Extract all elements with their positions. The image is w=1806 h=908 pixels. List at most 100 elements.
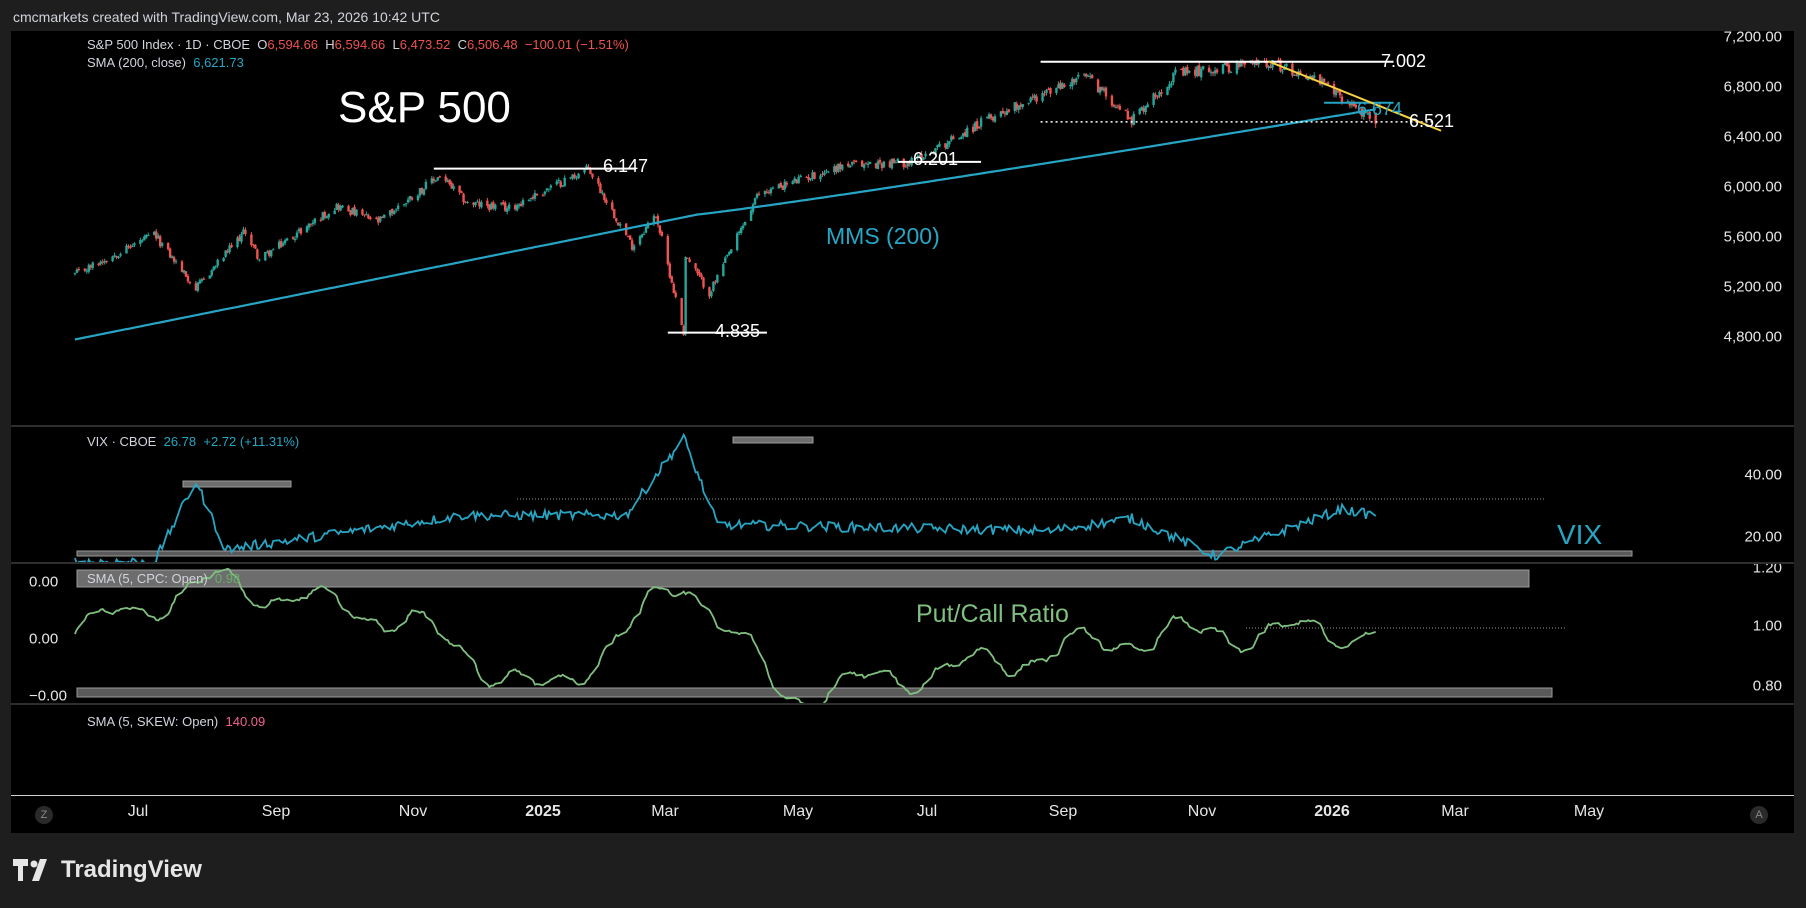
candle-body — [1309, 75, 1312, 78]
candle-body — [1174, 69, 1177, 73]
time-axis[interactable]: Z Jul Sep Nov 2025 Mar May Jul Sep Nov 2… — [11, 797, 1794, 832]
candle-body — [640, 234, 644, 238]
candle-body — [293, 238, 297, 241]
candle-body — [952, 136, 955, 140]
candle-body — [242, 229, 245, 235]
candle-body — [1180, 68, 1183, 70]
candle-body — [244, 230, 247, 234]
candle-body — [1088, 75, 1092, 77]
sma-legend-value: 6,621.73 — [193, 55, 244, 70]
price-levels — [433, 60, 1442, 334]
candle-body — [686, 257, 689, 259]
putcall-pane[interactable]: SMA (5, CPC: Open) 0.98 Put/Call Ratio 1… — [11, 564, 1794, 703]
candle-body — [753, 198, 757, 205]
candle-body — [478, 201, 481, 207]
candle-body — [771, 187, 775, 189]
candle-body — [157, 235, 160, 239]
candle-body — [139, 239, 142, 244]
candle-body — [299, 228, 303, 234]
candle-body — [325, 216, 328, 219]
candle-body — [1073, 78, 1076, 83]
candle-body — [1197, 65, 1201, 77]
candle-body — [583, 169, 586, 173]
candle-body — [170, 256, 174, 258]
candle-body — [1057, 84, 1060, 89]
candle-body — [281, 243, 285, 246]
candle-body — [307, 223, 311, 228]
candle-body — [864, 163, 868, 165]
candle-body — [200, 279, 204, 281]
candle-body — [295, 232, 299, 238]
candle-body — [1374, 112, 1377, 124]
auto-scale-button[interactable]: A — [1750, 806, 1768, 824]
candle-body — [1130, 116, 1133, 125]
vix-legend-value: 26.78 — [163, 434, 197, 449]
candle-body — [1209, 72, 1213, 74]
candle-body — [785, 182, 788, 185]
candle-body — [1086, 75, 1090, 77]
candle-body — [1132, 113, 1135, 125]
candle-body — [182, 270, 186, 273]
candle-body — [1184, 67, 1187, 76]
pane-divider[interactable] — [11, 703, 1794, 705]
skew-pane[interactable]: SMA (5, SKEW: Open) 140.09 — [11, 705, 1794, 795]
candle-body — [1318, 74, 1322, 85]
candle-body — [880, 163, 884, 169]
candle-body — [1104, 87, 1108, 97]
price-ytick: 4,800.00 — [1723, 328, 1782, 346]
candle-body — [674, 292, 677, 297]
candle-body — [1229, 71, 1233, 73]
zoom-reset-button[interactable]: Z — [35, 806, 53, 824]
candle-body — [1293, 74, 1296, 76]
candle-body — [1128, 118, 1131, 120]
candle-body — [462, 193, 465, 203]
vix-line — [74, 432, 1377, 562]
candle-body — [97, 263, 100, 266]
candle-body — [464, 201, 467, 203]
pane-divider[interactable] — [11, 425, 1794, 427]
candle-body — [1152, 93, 1155, 105]
candle-body — [1227, 64, 1231, 73]
candle-body — [438, 176, 441, 178]
candle-body — [258, 259, 261, 261]
candle-body — [573, 174, 576, 178]
vix-pane[interactable]: VIX · CBOE 26.78 +2.72 (+11.31%) VIX 40.… — [11, 427, 1794, 562]
candle-body — [841, 165, 844, 170]
candle-body — [1336, 90, 1340, 92]
putcall-legend-label: SMA (5, CPC: Open) — [87, 571, 208, 586]
xtick-label: Jul — [916, 803, 938, 820]
candle-body — [688, 259, 691, 262]
candle-body — [985, 117, 989, 119]
candle-body — [652, 215, 656, 224]
xtick-label: 2025 — [525, 803, 561, 820]
candle-body — [305, 226, 309, 233]
candle-body — [991, 117, 995, 121]
candle-body — [821, 174, 824, 176]
candle-body — [866, 164, 870, 166]
candle-body — [1144, 105, 1147, 113]
candle-body — [852, 160, 856, 162]
candle-body — [908, 162, 911, 165]
candle-body — [950, 136, 953, 141]
candle-body — [1114, 107, 1118, 109]
pane-divider[interactable] — [11, 562, 1794, 564]
vix-ytick: 40.00 — [1744, 466, 1782, 484]
candle-body — [494, 204, 497, 210]
tradingview-logo[interactable]: TradingView — [13, 856, 202, 884]
candle-body — [658, 225, 662, 233]
candle-body — [283, 240, 287, 244]
candle-body — [208, 275, 211, 279]
skew-legend-label: SMA (5, SKEW: Open) — [87, 714, 219, 729]
xtick-label: Sep — [1048, 803, 1078, 820]
candle-body — [535, 193, 539, 196]
level-label-4835: 4.835 — [715, 321, 761, 341]
candle-body — [555, 181, 558, 185]
price-ytick: 6,000.00 — [1723, 178, 1782, 196]
putcall-line — [74, 567, 1376, 703]
candle-body — [480, 202, 483, 208]
price-pane[interactable]: S&P 500 Index · 1D · CBOE O6,594.66 H6,5… — [11, 31, 1794, 425]
candle-body — [868, 161, 872, 164]
candle-body — [765, 191, 769, 193]
candle-body — [533, 192, 537, 199]
candle-body — [638, 236, 642, 245]
